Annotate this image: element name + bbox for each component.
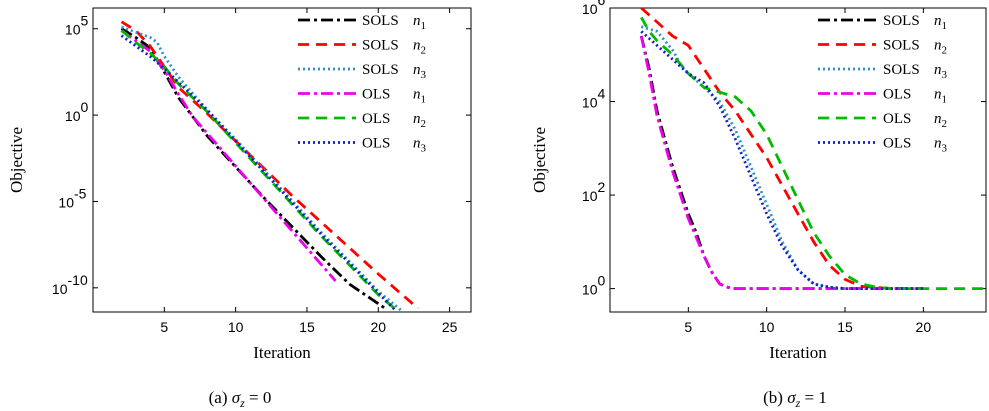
y-tick-label: 10-5: [58, 185, 86, 210]
legend-label: SOLS: [883, 38, 920, 54]
legend-variable: n3: [934, 136, 948, 155]
legend-label: OLS: [362, 87, 390, 103]
legend-label: SOLS: [883, 62, 920, 78]
y-tick-base: 10: [65, 108, 81, 124]
legend-label: SOLS: [362, 62, 399, 78]
legend-entry: OLS n2: [298, 111, 426, 130]
y-axis-label: Objective: [7, 127, 26, 193]
legend-label: OLS: [362, 136, 390, 152]
y-tick-exponent: 0: [81, 99, 89, 115]
y-tick-exponent: 0: [598, 273, 606, 289]
legend-variable: n1: [413, 13, 426, 32]
legend-entry: OLS n3: [298, 136, 427, 155]
series-group: [120, 20, 420, 312]
series-line-sols-n2: [640, 8, 924, 290]
y-tick-exponent: 6: [598, 0, 606, 8]
y-tick-exponent: -5: [74, 185, 87, 201]
legend-label: SOLS: [362, 13, 399, 29]
x-tick-label: 20: [916, 319, 932, 335]
subfigure-caption: (b) σz = 1: [763, 388, 827, 410]
legend-entry: OLS n1: [298, 87, 426, 106]
chart-b: 5 10 15 20106104102100IterationObjectiveSOL…: [530, 0, 987, 410]
y-tick-label: 102: [582, 179, 606, 204]
y-tick-base: 10: [582, 1, 598, 17]
y-tick-base: 10: [582, 188, 598, 204]
x-tick-label: 10: [759, 319, 775, 335]
y-tick-base: 10: [65, 22, 81, 38]
y-tick-exponent: 4: [598, 86, 606, 102]
plot-frame: [609, 7, 987, 313]
legend-entry: OLS n2: [818, 111, 947, 130]
y-tick-base: 10: [52, 281, 68, 297]
legend-label: OLS: [883, 111, 911, 127]
legend: SOLS n1 SOLS n2 SOLS n3 OLS n1 OLS n2 OLS n3: [298, 13, 427, 155]
y-tick-base: 10: [58, 194, 74, 210]
legend: SOLS n1 SOLS n2 SOLS n3 OLS n1 OLS n2 OLS n3: [818, 13, 948, 155]
legend-variable: n2: [413, 111, 426, 130]
legend-variable: n2: [413, 38, 426, 57]
legend-entry: SOLS n2: [298, 38, 426, 57]
y-tick-base: 10: [582, 282, 598, 298]
legend-label: OLS: [362, 111, 390, 127]
y-tick-label: 105: [65, 13, 89, 38]
y-tick-label: 100: [65, 99, 89, 124]
legend-entry: SOLS n1: [298, 13, 426, 32]
y-tick-exponent: -10: [68, 272, 88, 288]
y-tick-exponent: 5: [81, 13, 89, 29]
x-tick-label: 10: [228, 319, 244, 335]
y-axis-label: Objective: [530, 127, 549, 193]
subfigure-caption: (a) σz = 0: [209, 388, 272, 410]
x-axis-label: Iteration: [769, 343, 827, 362]
legend-variable: n3: [934, 62, 948, 81]
legend-variable: n3: [413, 136, 427, 155]
legend-label: SOLS: [362, 38, 399, 54]
y-tick-label: 106: [582, 0, 606, 17]
series-line-sols-n1: [639, 35, 924, 290]
series-line-ols-n3: [640, 30, 924, 290]
y-tick-label: 10-10: [52, 272, 88, 297]
legend-entry: OLS n1: [818, 87, 947, 106]
x-tick-label: 15: [299, 319, 315, 335]
legend-variable: n1: [413, 87, 426, 106]
x-tick-label: 5: [160, 319, 168, 335]
x-axis-label: Iteration: [253, 343, 311, 362]
legend-label: SOLS: [883, 13, 920, 29]
x-tick-label: 15: [837, 319, 853, 335]
x-tick-label: 5: [684, 319, 692, 335]
y-tick-base: 10: [582, 95, 598, 111]
x-tick-label: 20: [370, 319, 386, 335]
legend-label: OLS: [883, 87, 911, 103]
legend-variable: n1: [934, 87, 947, 106]
series-line-sols-n1: [120, 27, 387, 310]
legend-variable: n1: [934, 13, 947, 32]
series-line-ols-n1: [639, 35, 924, 290]
chart-a: 5 10 15 20 2510510010-510-10IterationObjecti…: [7, 7, 472, 410]
legend-variable: n2: [934, 111, 947, 130]
legend-variable: n2: [934, 38, 947, 57]
x-tick-label: 25: [442, 319, 458, 335]
plot-frame: [92, 7, 472, 313]
series-group: [639, 8, 986, 290]
legend-entry: OLS n3: [818, 136, 948, 155]
legend-label: OLS: [883, 136, 911, 152]
series-line-ols-n2: [640, 16, 986, 290]
series-line-ols-n2: [120, 29, 398, 312]
y-tick-exponent: 2: [598, 179, 606, 195]
legend-entry: SOLS n3: [298, 62, 427, 81]
legend-entry: SOLS n3: [818, 62, 948, 81]
legend-entry: SOLS n2: [818, 38, 947, 57]
legend-entry: SOLS n1: [818, 13, 947, 32]
series-line-ols-n3: [120, 34, 397, 312]
y-tick-label: 100: [582, 273, 606, 298]
legend-variable: n3: [413, 62, 427, 81]
y-tick-label: 104: [582, 86, 606, 111]
series-line-ols-n1: [120, 29, 337, 282]
